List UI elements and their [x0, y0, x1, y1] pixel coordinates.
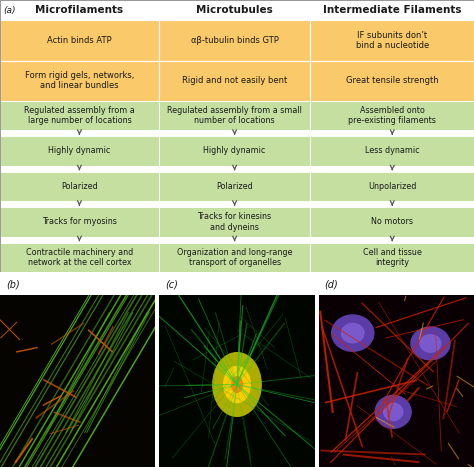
- Text: Unpolarized: Unpolarized: [368, 182, 417, 191]
- Bar: [310, 21, 474, 61]
- Bar: [0, 166, 474, 172]
- Ellipse shape: [212, 352, 262, 417]
- Text: (c): (c): [165, 280, 178, 290]
- Text: IF subunits don’t
bind a nucleotide: IF subunits don’t bind a nucleotide: [356, 31, 429, 50]
- Bar: [310, 242, 474, 272]
- Bar: [0, 130, 474, 136]
- Text: Assembled onto
pre-existing filaments: Assembled onto pre-existing filaments: [348, 106, 436, 125]
- Bar: [159, 61, 310, 101]
- Bar: [310, 172, 474, 201]
- Text: Intermediate Filaments: Intermediate Filaments: [323, 5, 462, 15]
- Bar: [159, 172, 310, 201]
- Bar: [310, 207, 474, 236]
- Bar: [159, 207, 310, 236]
- Text: Highly dynamic: Highly dynamic: [203, 146, 266, 155]
- Text: Great tensile strength: Great tensile strength: [346, 76, 438, 85]
- Bar: [0, 136, 159, 166]
- Text: Less dynamic: Less dynamic: [365, 146, 419, 155]
- Bar: [310, 136, 474, 166]
- Text: No motors: No motors: [371, 217, 413, 227]
- Bar: [0, 236, 474, 242]
- Text: Contractile machinery and
network at the cell cortex: Contractile machinery and network at the…: [26, 248, 133, 267]
- Text: Regulated assembly from a small
number of locations: Regulated assembly from a small number o…: [167, 106, 302, 125]
- Text: Polarized: Polarized: [61, 182, 98, 191]
- Text: Polarized: Polarized: [216, 182, 253, 191]
- Text: (a): (a): [4, 6, 16, 15]
- Bar: [0, 101, 159, 130]
- Bar: [159, 101, 310, 130]
- Ellipse shape: [374, 395, 412, 429]
- Bar: [159, 242, 310, 272]
- Bar: [310, 61, 474, 101]
- Text: αβ-tubulin binds GTP: αβ-tubulin binds GTP: [191, 36, 279, 45]
- Bar: [0, 207, 159, 236]
- Text: Microfilaments: Microfilaments: [36, 5, 123, 15]
- Text: Regulated assembly from a
large number of locations: Regulated assembly from a large number o…: [24, 106, 135, 125]
- Ellipse shape: [419, 334, 442, 353]
- Bar: [159, 136, 310, 166]
- Text: Tracks for myosins: Tracks for myosins: [42, 217, 117, 227]
- Bar: [310, 101, 474, 130]
- Text: Rigid and not easily bent: Rigid and not easily bent: [182, 76, 287, 85]
- Bar: [0, 21, 159, 61]
- Ellipse shape: [61, 348, 120, 420]
- Ellipse shape: [383, 402, 403, 421]
- Text: Form rigid gels, networks,
and linear bundles: Form rigid gels, networks, and linear bu…: [25, 71, 134, 91]
- Bar: [0, 172, 159, 201]
- Ellipse shape: [410, 326, 451, 361]
- Bar: [0, 61, 159, 101]
- Bar: [159, 21, 310, 61]
- Text: Cell and tissue
integrity: Cell and tissue integrity: [363, 248, 422, 267]
- Text: Microtubules: Microtubules: [196, 5, 273, 15]
- Text: Actin binds ATP: Actin binds ATP: [47, 36, 112, 45]
- Bar: [0, 0, 474, 21]
- Text: Tracks for kinesins
and dyneins: Tracks for kinesins and dyneins: [198, 212, 272, 232]
- Text: Organization and long-range
transport of organelles: Organization and long-range transport of…: [177, 248, 292, 267]
- Text: Highly dynamic: Highly dynamic: [48, 146, 110, 155]
- Ellipse shape: [341, 323, 365, 343]
- Bar: [0, 201, 474, 207]
- Text: (b): (b): [6, 280, 20, 290]
- Bar: [0, 242, 159, 272]
- Ellipse shape: [331, 314, 374, 352]
- Ellipse shape: [223, 366, 251, 403]
- Text: (d): (d): [325, 280, 338, 290]
- Ellipse shape: [231, 376, 243, 393]
